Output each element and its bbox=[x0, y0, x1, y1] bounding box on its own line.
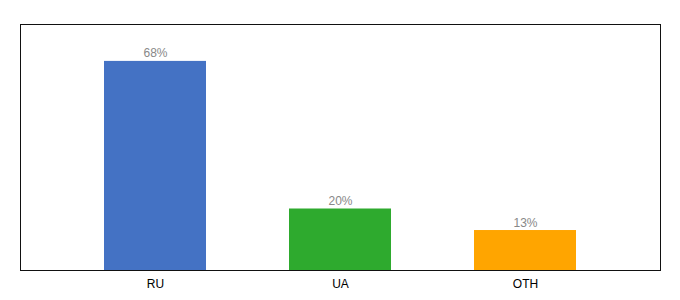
svg-text:RU: RU bbox=[147, 277, 164, 291]
svg-text:20%: 20% bbox=[328, 194, 352, 208]
svg-text:UA: UA bbox=[332, 277, 349, 291]
svg-text:13%: 13% bbox=[513, 216, 537, 230]
svg-text:68%: 68% bbox=[143, 46, 167, 60]
svg-text:OTH: OTH bbox=[513, 277, 538, 291]
